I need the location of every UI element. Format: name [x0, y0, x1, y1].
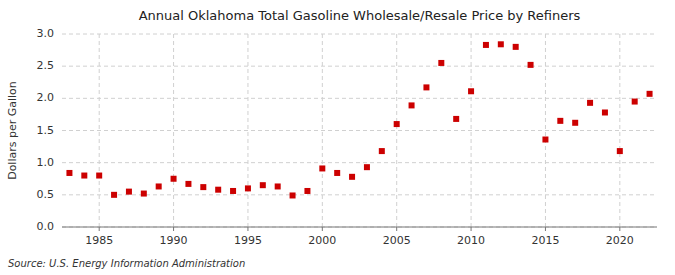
point — [185, 181, 191, 187]
source-note: Source: U.S. Energy Information Administ… — [8, 258, 245, 269]
axes: 0.0 0.5 1.0 1.5 2.0 2.5 3.0 1985 1990 1995 2000 200… — [37, 27, 658, 247]
point — [141, 191, 147, 197]
y-tick-label: 1.5 — [37, 124, 55, 137]
point — [379, 148, 385, 154]
point — [453, 116, 459, 122]
y-axis-label: Dollars per Gallon — [6, 81, 19, 180]
point — [171, 176, 177, 182]
y-grid-line — [62, 66, 657, 67]
point — [304, 188, 310, 194]
point — [557, 118, 563, 124]
point — [215, 187, 221, 193]
point — [632, 99, 638, 105]
point — [409, 102, 415, 108]
y-tick-label: 1.0 — [37, 156, 55, 169]
point — [156, 183, 162, 189]
x-tick — [471, 227, 472, 231]
x-grid-line — [471, 34, 472, 227]
point — [528, 62, 534, 68]
y-grid-line — [62, 98, 657, 99]
y-grid-line — [62, 34, 657, 35]
x-tick-label: 1995 — [234, 234, 262, 247]
x-grid-line — [247, 34, 248, 227]
x-grid-line — [99, 34, 100, 227]
grid — [62, 34, 657, 227]
x-tick-label: 2005 — [383, 234, 411, 247]
point — [602, 109, 608, 115]
x-tick-label: 2015 — [531, 234, 559, 247]
point — [513, 44, 519, 50]
chart-container: 0.0 0.5 1.0 1.5 2.0 2.5 3.0 1985 1990 1995 2000 200… — [0, 0, 675, 275]
y-tick-label: 2.0 — [37, 91, 55, 104]
title: Annual Oklahoma Total Gasoline Wholesale… — [139, 8, 581, 23]
point — [96, 173, 102, 179]
points — [66, 41, 652, 198]
x-grid-line — [545, 34, 546, 227]
x-grid-line — [173, 34, 174, 227]
x-tick-label: 1985 — [85, 234, 113, 247]
point — [349, 174, 355, 180]
point — [572, 120, 578, 126]
x-grid-line — [396, 34, 397, 227]
point — [394, 121, 400, 127]
point — [587, 100, 593, 106]
y-tick-label: 2.5 — [37, 59, 55, 72]
point — [230, 188, 236, 194]
point — [111, 192, 117, 198]
x-grid-line — [322, 34, 323, 227]
y-grid-line — [62, 194, 657, 195]
y-tick-label: 0.5 — [37, 188, 55, 201]
point — [81, 173, 87, 179]
x-tick-label: 2010 — [457, 234, 485, 247]
point — [66, 170, 72, 176]
x-tick — [619, 227, 620, 231]
point — [647, 91, 653, 97]
x-tick — [173, 227, 174, 231]
point — [364, 164, 370, 170]
point — [126, 189, 132, 195]
x-grid-line — [619, 34, 620, 227]
point — [498, 41, 504, 47]
point — [423, 84, 429, 90]
x-tick-label: 2000 — [308, 234, 336, 247]
y-grid-line — [62, 227, 657, 228]
point — [542, 137, 548, 143]
x-tick — [545, 227, 546, 231]
y-tick-label: 0.0 — [37, 220, 55, 233]
point — [319, 165, 325, 171]
x-tick-label: 2020 — [606, 234, 634, 247]
y-grid-line — [62, 130, 657, 131]
point — [483, 42, 489, 48]
chart-svg: 0.0 0.5 1.0 1.5 2.0 2.5 3.0 1985 1990 1995 2000 200… — [0, 0, 675, 275]
x-tick-label: 1990 — [160, 234, 188, 247]
point — [334, 170, 340, 176]
point — [617, 148, 623, 154]
point — [275, 183, 281, 189]
x-tick — [322, 227, 323, 231]
x-tick — [247, 227, 248, 231]
point — [245, 185, 251, 191]
x-axis-line — [62, 227, 657, 228]
x-tick — [99, 227, 100, 231]
point — [468, 88, 474, 94]
point — [438, 60, 444, 66]
y-tick-label: 3.0 — [37, 27, 55, 40]
x-tick — [396, 227, 397, 231]
point — [290, 192, 296, 198]
point — [260, 182, 266, 188]
point — [200, 184, 206, 190]
y-grid-line — [62, 162, 657, 163]
